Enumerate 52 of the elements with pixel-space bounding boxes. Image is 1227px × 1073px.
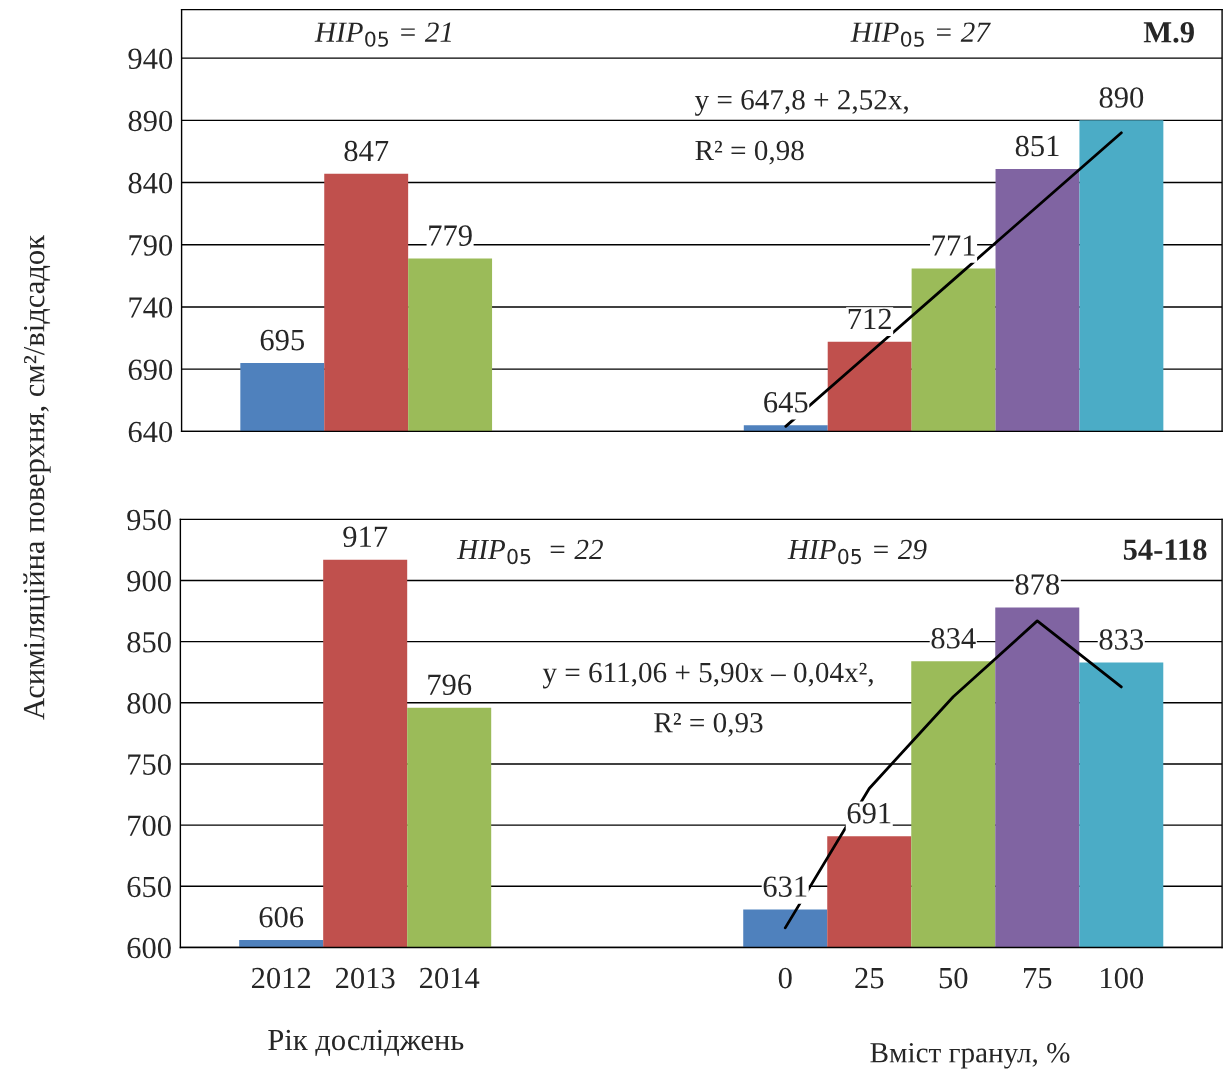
y-tick-label: 940 [128,48,173,70]
y-tick-label: 740 [129,297,173,318]
x-tick-label: 50 [939,967,968,989]
annotation: R² = 0,93 [654,712,763,737]
annotation: HIP$_{05}$ = 22 [456,539,603,565]
data-label: 631 [763,876,807,897]
annotation: HIP$_{05}$ = 27 [850,22,991,47]
y-tick-label: 700 [128,815,171,837]
x-tick-label: 2014 [419,967,480,989]
data-label: 779 [429,225,472,246]
x-tick-label: 2012 [251,967,311,989]
x-tick-label: 100 [1101,967,1144,989]
data-label: 645 [764,392,808,413]
x-tick-label: 2013 [335,967,395,989]
data-label: 691 [847,802,891,824]
data-label: 851 [1015,135,1059,157]
data-label: 606 [259,906,304,928]
y-tick-label: 850 [127,631,171,653]
chart-title: М.9 [1143,22,1194,43]
text: Вміст гранул, % [870,1042,1070,1069]
data-label: 847 [344,140,389,162]
annotation: y = 647,8 + 2,52x, [694,89,908,116]
y-tick-label: 690 [128,359,173,381]
data-label: 834 [931,627,976,649]
data-label: 890 [1099,87,1144,108]
data-label: 917 [343,526,388,548]
y-tick-label: 890 [128,110,173,132]
x-tick-label: 25 [855,967,884,989]
data-label: 695 [260,329,305,351]
annotation: y = 611,06 + 5,90x – 0,04x², [542,662,873,689]
annotation: HIP$_{05}$ = 29 [787,539,927,565]
data-label: 796 [428,674,472,696]
y-tick-label: 650 [127,876,171,898]
chart-title: 54-118 [1123,539,1207,560]
y-tick-label: 750 [128,754,171,775]
y-tick-label: 900 [127,570,171,592]
y-tick-label: 950 [127,509,171,531]
data-label: 878 [1015,574,1060,595]
y-tick-label: 600 [127,937,171,959]
x-axis-title: Рік досліджень [268,1029,464,1056]
data-label: 712 [848,308,891,329]
x-tick-label: 75 [1024,968,1052,989]
annotation: HIP$_{05}$ = 21 [314,22,451,47]
x-tick-label: 0 [778,967,792,989]
y-tick-label: 790 [129,235,173,256]
annotation: R² = 0,98 [695,140,804,165]
data-label: 833 [1099,629,1143,650]
y-axis-title: Асиміляційна поверхня, см²/відсадок [23,234,51,720]
y-tick-label: 840 [128,172,173,194]
y-tick-label: 800 [127,693,171,714]
y-tick-label: 640 [128,421,173,443]
data-label: 771 [932,235,975,256]
